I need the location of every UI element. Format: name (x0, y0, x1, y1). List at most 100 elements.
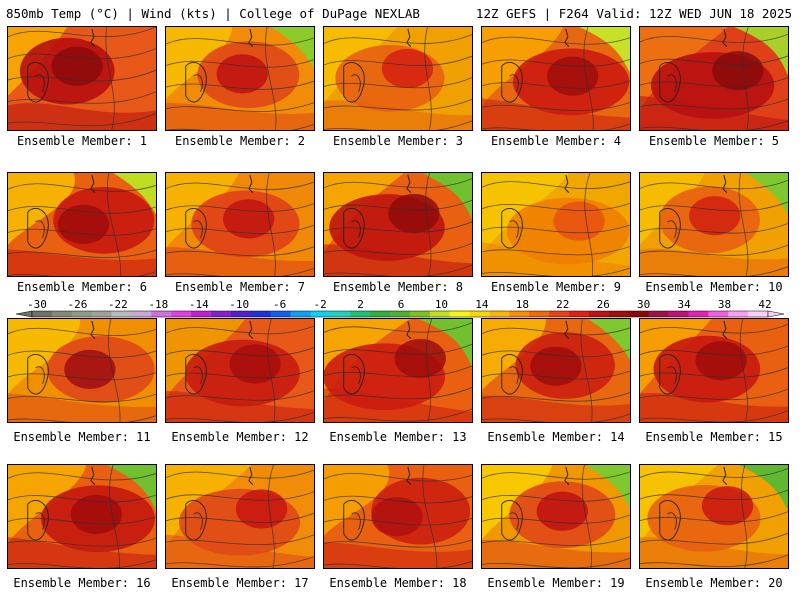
temperature-colorbar (15, 310, 785, 318)
colorbar-swatch (489, 311, 510, 317)
colorbar-tick-label: 18 (515, 298, 529, 311)
ensemble-member-label: Ensemble Member: 10 (645, 280, 783, 294)
ensemble-member-label: Ensemble Member: 12 (171, 430, 309, 444)
colorbar-swatch (648, 311, 669, 317)
ensemble-member-label: Ensemble Member: 2 (174, 134, 306, 148)
colorbar-swatch (310, 311, 331, 317)
colorbar-tick-label: -14 (188, 298, 209, 311)
ensemble-member-label: Ensemble Member: 8 (332, 280, 464, 294)
ensemble-member-label: Ensemble Member: 7 (174, 280, 306, 294)
colorbar-tick-label: 38 (717, 298, 732, 311)
ensemble-member-label: Ensemble Member: 5 (648, 134, 780, 148)
ensemble-member-map (481, 26, 631, 131)
ensemble-member-map (7, 26, 157, 131)
colorbar-swatch (71, 311, 92, 317)
colorbar-swatch (171, 311, 192, 317)
ensemble-member-label: Ensemble Member: 14 (487, 430, 625, 444)
colorbar-swatch (529, 311, 550, 317)
ensemble-member-map (165, 26, 315, 131)
ensemble-member-map (7, 318, 157, 423)
colorbar-tick-label: 42 (758, 298, 772, 311)
run-valid-time: 12Z GEFS | F264 Valid: 12Z WED JUN 18 20… (475, 6, 792, 21)
colorbar-swatch (668, 311, 689, 317)
colorbar-swatch (748, 311, 769, 317)
ensemble-member-map (323, 26, 473, 131)
ensemble-member-label: Ensemble Member: 13 (329, 430, 467, 444)
colorbar-tick-label: 30 (637, 298, 651, 311)
ensemble-member-label: Ensemble Member: 20 (645, 576, 783, 590)
colorbar-swatch (628, 311, 649, 317)
ensemble-member-map (639, 172, 789, 277)
ensemble-member-map (7, 172, 157, 277)
colorbar-swatch (151, 311, 172, 317)
ensemble-member-map (481, 318, 631, 423)
colorbar-swatch (708, 311, 729, 317)
ensemble-member-label: Ensemble Member: 6 (16, 280, 148, 294)
ensemble-member-map (7, 464, 157, 569)
colorbar-tick-label: -2 (313, 298, 327, 311)
colorbar-swatch (51, 311, 73, 317)
colorbar-tick-label: 22 (556, 298, 570, 311)
colorbar-swatch (330, 311, 351, 317)
colorbar-swatch (549, 311, 570, 317)
ensemble-member-label: Ensemble Member: 17 (171, 576, 309, 590)
colorbar-tick-label: 6 (397, 298, 405, 311)
ensemble-member-label: Ensemble Member: 15 (645, 430, 783, 444)
ensemble-member-map (165, 464, 315, 569)
colorbar-tick-label: 34 (677, 298, 691, 311)
colorbar-tick-label: 10 (434, 298, 449, 311)
ensemble-member-label: Ensemble Member: 11 (13, 430, 151, 444)
colorbar-tick-label: 14 (475, 298, 489, 311)
colorbar-tick-label: 2 (357, 298, 364, 311)
ensemble-member-label: Ensemble Member: 16 (13, 576, 151, 590)
colorbar-swatch (32, 311, 53, 317)
ensemble-member-map (639, 318, 789, 423)
colorbar-swatch (230, 311, 252, 317)
ensemble-member-label: Ensemble Member: 3 (332, 134, 464, 148)
colorbar-tick-label: 26 (596, 298, 610, 311)
ensemble-member-label: Ensemble Member: 18 (329, 576, 467, 590)
colorbar-swatch (250, 311, 272, 317)
ensemble-member-label: Ensemble Member: 9 (490, 280, 622, 294)
colorbar-swatch (509, 311, 530, 317)
colorbar-tick-label: -22 (107, 298, 128, 311)
ensemble-member-map (165, 318, 315, 423)
colorbar-swatch (290, 311, 311, 317)
colorbar-tick-label: -26 (67, 298, 88, 311)
colorbar-swatch (608, 311, 630, 317)
colorbar-swatch (370, 311, 391, 317)
colorbar-swatch (409, 311, 431, 317)
ensemble-member-map (639, 26, 789, 131)
colorbar-swatch (390, 311, 411, 317)
ensemble-member-map (165, 172, 315, 277)
ensemble-member-label: Ensemble Member: 4 (490, 134, 622, 148)
ensemble-member-map (323, 464, 473, 569)
ensemble-member-label: Ensemble Member: 1 (16, 134, 148, 148)
chart-title: 850mb Temp (°C) | Wind (kts) | College o… (6, 6, 420, 21)
colorbar-swatch (191, 311, 212, 317)
ensemble-member-map (481, 464, 631, 569)
colorbar-swatch (91, 311, 112, 317)
colorbar-swatch (449, 311, 470, 317)
colorbar-tick-label: -6 (273, 298, 287, 311)
ensemble-member-map (323, 318, 473, 423)
colorbar-swatch (211, 311, 232, 317)
ensemble-member-label: Ensemble Member: 19 (487, 576, 625, 590)
colorbar-arrow-right (767, 310, 785, 318)
colorbar-swatch (131, 311, 152, 317)
colorbar-swatch (270, 311, 291, 317)
colorbar-arrow-left (15, 310, 33, 318)
colorbar-swatch (429, 311, 451, 317)
colorbar-swatch (688, 311, 709, 317)
colorbar-swatch (350, 311, 371, 317)
colorbar-tick-label: -18 (148, 298, 169, 311)
colorbar-tick-label: -10 (229, 298, 250, 311)
colorbar-swatch (588, 311, 610, 317)
ensemble-member-map (639, 464, 789, 569)
colorbar-swatch (111, 311, 132, 317)
colorbar-swatch (569, 311, 590, 317)
colorbar-swatch (469, 311, 490, 317)
colorbar-swatch (728, 311, 749, 317)
ensemble-member-map (323, 172, 473, 277)
